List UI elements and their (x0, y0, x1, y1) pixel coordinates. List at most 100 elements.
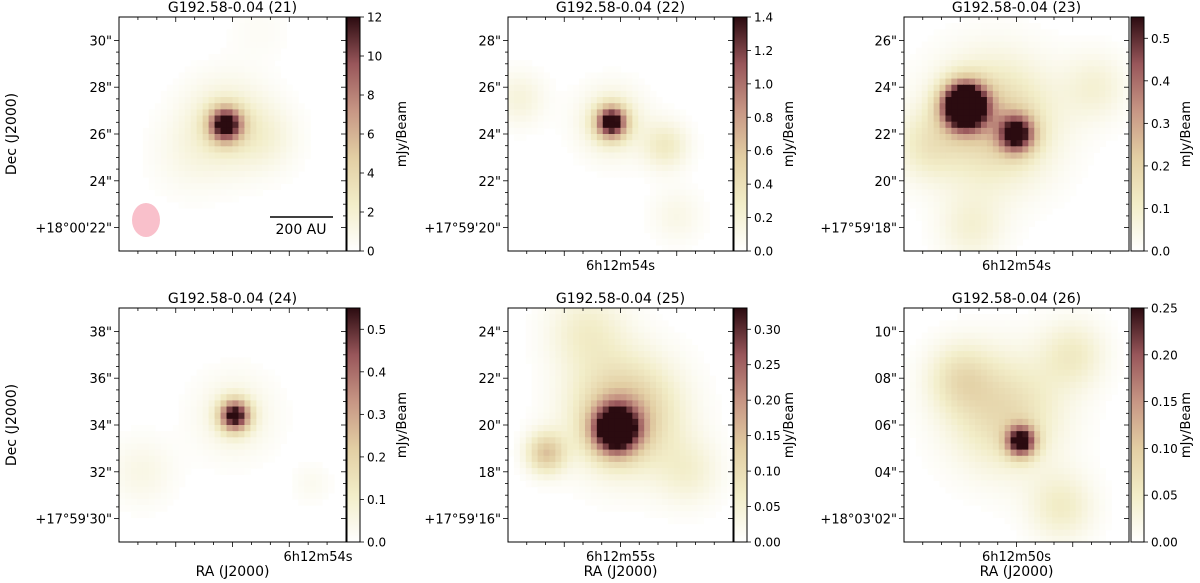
colorbar-tick-label: 6 (367, 128, 375, 142)
colorbar-tick-label: 4 (367, 167, 375, 181)
x-tick-label: 6h12m54s (283, 550, 352, 565)
colorbar-tick-label: 0.0 (367, 536, 386, 550)
heatmap-image (143, 17, 311, 209)
panel-title: G192.58-0.04 (23) (952, 0, 1081, 16)
colorbar-tick-label: 1.0 (754, 77, 773, 91)
colorbar-tick-label: 0.2 (367, 450, 386, 464)
x-tick-label: 6h12m55s (586, 550, 655, 565)
colorbar-label: mJy/Beam (395, 101, 410, 167)
panel-title: G192.58-0.04 (22) (556, 0, 685, 16)
y-axis-label: Dec (J2000) (4, 384, 20, 466)
colorbar-label: mJy/Beam (782, 392, 797, 458)
colorbar-tick-label: 0.00 (1151, 536, 1178, 550)
colorbar: 0.0 0.1 0.2 0.3 0.4 0.5 mJy/Beam (347, 308, 410, 550)
panel-1: 200 AU30"28"26"24"+18°00'22"G192.58-0.04… (4, 0, 410, 259)
y-tick-label: +18°00'22" (35, 222, 112, 237)
y-tick-label: 28" (478, 34, 501, 49)
colorbar-tick-label: 0.30 (754, 323, 781, 337)
colorbar-tick-label: 0.1 (1151, 202, 1170, 216)
y-tick-label: 36" (89, 372, 112, 387)
y-tick-label: 20" (478, 419, 501, 434)
colorbar-tick-label: 0.1 (367, 493, 386, 507)
x-axis-label: RA (J2000) (584, 564, 658, 580)
colorbar-tick-label: 0.2 (754, 211, 773, 225)
y-tick-label: 26" (478, 81, 501, 96)
colorbar-tick-label: 10 (367, 50, 382, 64)
x-axis-label: RA (J2000) (196, 564, 270, 580)
scale-bar-label: 200 AU (276, 222, 327, 238)
y-tick-label: +17°59'30" (35, 513, 112, 528)
y-tick-label: 22" (874, 128, 897, 143)
colorbar: 0.0 0.1 0.2 0.3 0.4 0.5 mJy/Beam (1131, 17, 1194, 259)
colorbar-tick-label: 0.15 (754, 429, 781, 443)
colorbar-tick-label: 0.05 (1151, 489, 1178, 503)
heatmap-image (508, 60, 710, 251)
y-tick-label: 32" (89, 466, 112, 481)
colorbar-label: mJy/Beam (1179, 392, 1194, 458)
y-tick-label: 08" (874, 372, 897, 387)
colorbar-label: mJy/Beam (782, 101, 797, 167)
y-tick-label: 22" (478, 175, 501, 190)
panel-title: G192.58-0.04 (21) (168, 0, 297, 16)
colorbar-tick-label: 0.5 (367, 323, 386, 337)
y-tick-label: 26" (874, 34, 897, 49)
y-tick-label: 10" (874, 325, 897, 340)
colorbar-tick-label: 0.4 (367, 365, 386, 379)
colorbar-tick-label: 0.3 (1151, 117, 1170, 131)
panel-3: 26" 24" 22" 20" +17°59'18" 6h12m54s G192.58-0.… (820, 0, 1194, 274)
heatmap-image (508, 308, 734, 524)
colorbar-tick-label: 0.10 (754, 465, 781, 479)
y-tick-label: 26" (89, 128, 112, 143)
colorbar-tick-label: 0.3 (367, 408, 386, 422)
colorbar-tick-label: 0.8 (754, 111, 773, 125)
colorbar-tick-label: 0.25 (754, 358, 781, 372)
figure-grid: 200 AU30"28"26"24"+18°00'22"G192.58-0.04… (0, 0, 1200, 583)
y-tick-label: +17°59'16" (424, 513, 501, 528)
colorbar-label: mJy/Beam (395, 392, 410, 458)
colorbar: 0.0 0.2 0.4 0.6 0.8 1.0 1.2 1.4 mJy/Beam (734, 11, 797, 259)
colorbar-tick-label: 0.00 (754, 536, 781, 550)
colorbar-tick-label: 0.4 (1151, 74, 1170, 88)
panel-2: 28" 26" 24" 22" +17°59'20" 6h12m54s G192.58-0.… (424, 0, 797, 274)
y-tick-label: +18°03'02" (820, 513, 897, 528)
beam-ellipse (132, 203, 160, 237)
colorbar-tick-label: 0.25 (1151, 302, 1178, 316)
panel-title: G192.58-0.04 (24) (168, 291, 297, 307)
y-axis-label: Dec (J2000) (4, 93, 20, 175)
colorbar-tick-label: 1.4 (754, 11, 773, 25)
y-tick-label: 38" (89, 325, 112, 340)
x-tick-label: 6h12m54s (586, 259, 655, 274)
colorbar-tick-label: 0.10 (1151, 442, 1178, 456)
y-tick-label: 04" (874, 466, 897, 481)
colorbar-tick-label: 0.0 (754, 245, 773, 259)
x-tick-label: 6h12m54s (982, 259, 1051, 274)
y-tick-label: 20" (874, 175, 897, 190)
y-tick-label: 34" (89, 419, 112, 434)
heatmap-image (904, 17, 1130, 252)
panel-5: 24" 22" 20" 18" +17°59'16" 6h12m55s G192.58-0.… (424, 291, 797, 580)
x-tick-label: 6h12m50s (982, 550, 1051, 565)
colorbar-tick-label: 12 (367, 11, 382, 25)
colorbar-tick-label: 0.6 (754, 144, 773, 158)
panel-title: G192.58-0.04 (26) (952, 291, 1081, 307)
y-tick-label: 24" (478, 128, 501, 143)
colorbar: 0.000.050.100.150.200.250.30mJy/Beam (734, 308, 797, 550)
y-tick-label: 22" (478, 372, 501, 387)
colorbar-tick-label: 0.2 (1151, 159, 1170, 173)
colorbar: 0 2 4 6 8 10 12 mJy/Beam (347, 11, 410, 259)
y-tick-label: 06" (874, 419, 897, 434)
panel-6: 10" 08" 06" 04" +18°03'02" 6h12m50s G192.58-0.… (820, 291, 1194, 580)
colorbar-tick-label: 0.4 (754, 178, 773, 192)
colorbar-tick-label: 1.2 (754, 44, 773, 58)
heatmap-image (119, 357, 335, 518)
y-tick-label: +17°59'18" (820, 222, 897, 237)
colorbar-tick-label: 0.20 (1151, 348, 1178, 362)
y-tick-label: +17°59'20" (424, 222, 501, 237)
panel-title: G192.58-0.04 (25) (556, 291, 685, 307)
panel-4: 38" 36" 34" 32" +17°59'30" 6h12m54s G192.58-0.… (4, 291, 410, 580)
colorbar-tick-label: 0.15 (1151, 395, 1178, 409)
colorbar-tick-label: 0 (367, 245, 375, 259)
y-tick-label: 24" (874, 81, 897, 96)
heatmap-image (904, 308, 1124, 543)
colorbar-label: mJy/Beam (1179, 101, 1194, 167)
